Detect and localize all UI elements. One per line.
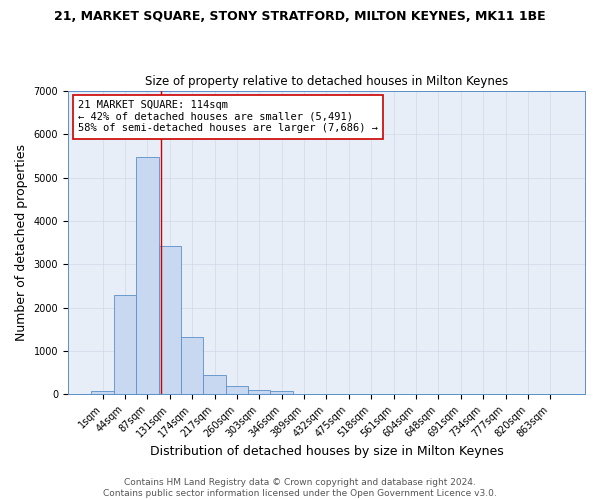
Y-axis label: Number of detached properties: Number of detached properties [15, 144, 28, 341]
Bar [136, 157, 158, 394]
Bar [203, 374, 226, 394]
Bar [226, 386, 248, 394]
Bar [91, 391, 114, 394]
Bar [271, 392, 293, 394]
X-axis label: Distribution of detached houses by size in Milton Keynes: Distribution of detached houses by size … [149, 444, 503, 458]
Text: 21, MARKET SQUARE, STONY STRATFORD, MILTON KEYNES, MK11 1BE: 21, MARKET SQUARE, STONY STRATFORD, MILT… [54, 10, 546, 23]
Text: Contains HM Land Registry data © Crown copyright and database right 2024.
Contai: Contains HM Land Registry data © Crown c… [103, 478, 497, 498]
Bar [158, 246, 181, 394]
Title: Size of property relative to detached houses in Milton Keynes: Size of property relative to detached ho… [145, 76, 508, 88]
Bar [248, 390, 271, 394]
Bar [181, 337, 203, 394]
Text: 21 MARKET SQUARE: 114sqm
← 42% of detached houses are smaller (5,491)
58% of sem: 21 MARKET SQUARE: 114sqm ← 42% of detach… [78, 100, 378, 134]
Bar [114, 296, 136, 394]
